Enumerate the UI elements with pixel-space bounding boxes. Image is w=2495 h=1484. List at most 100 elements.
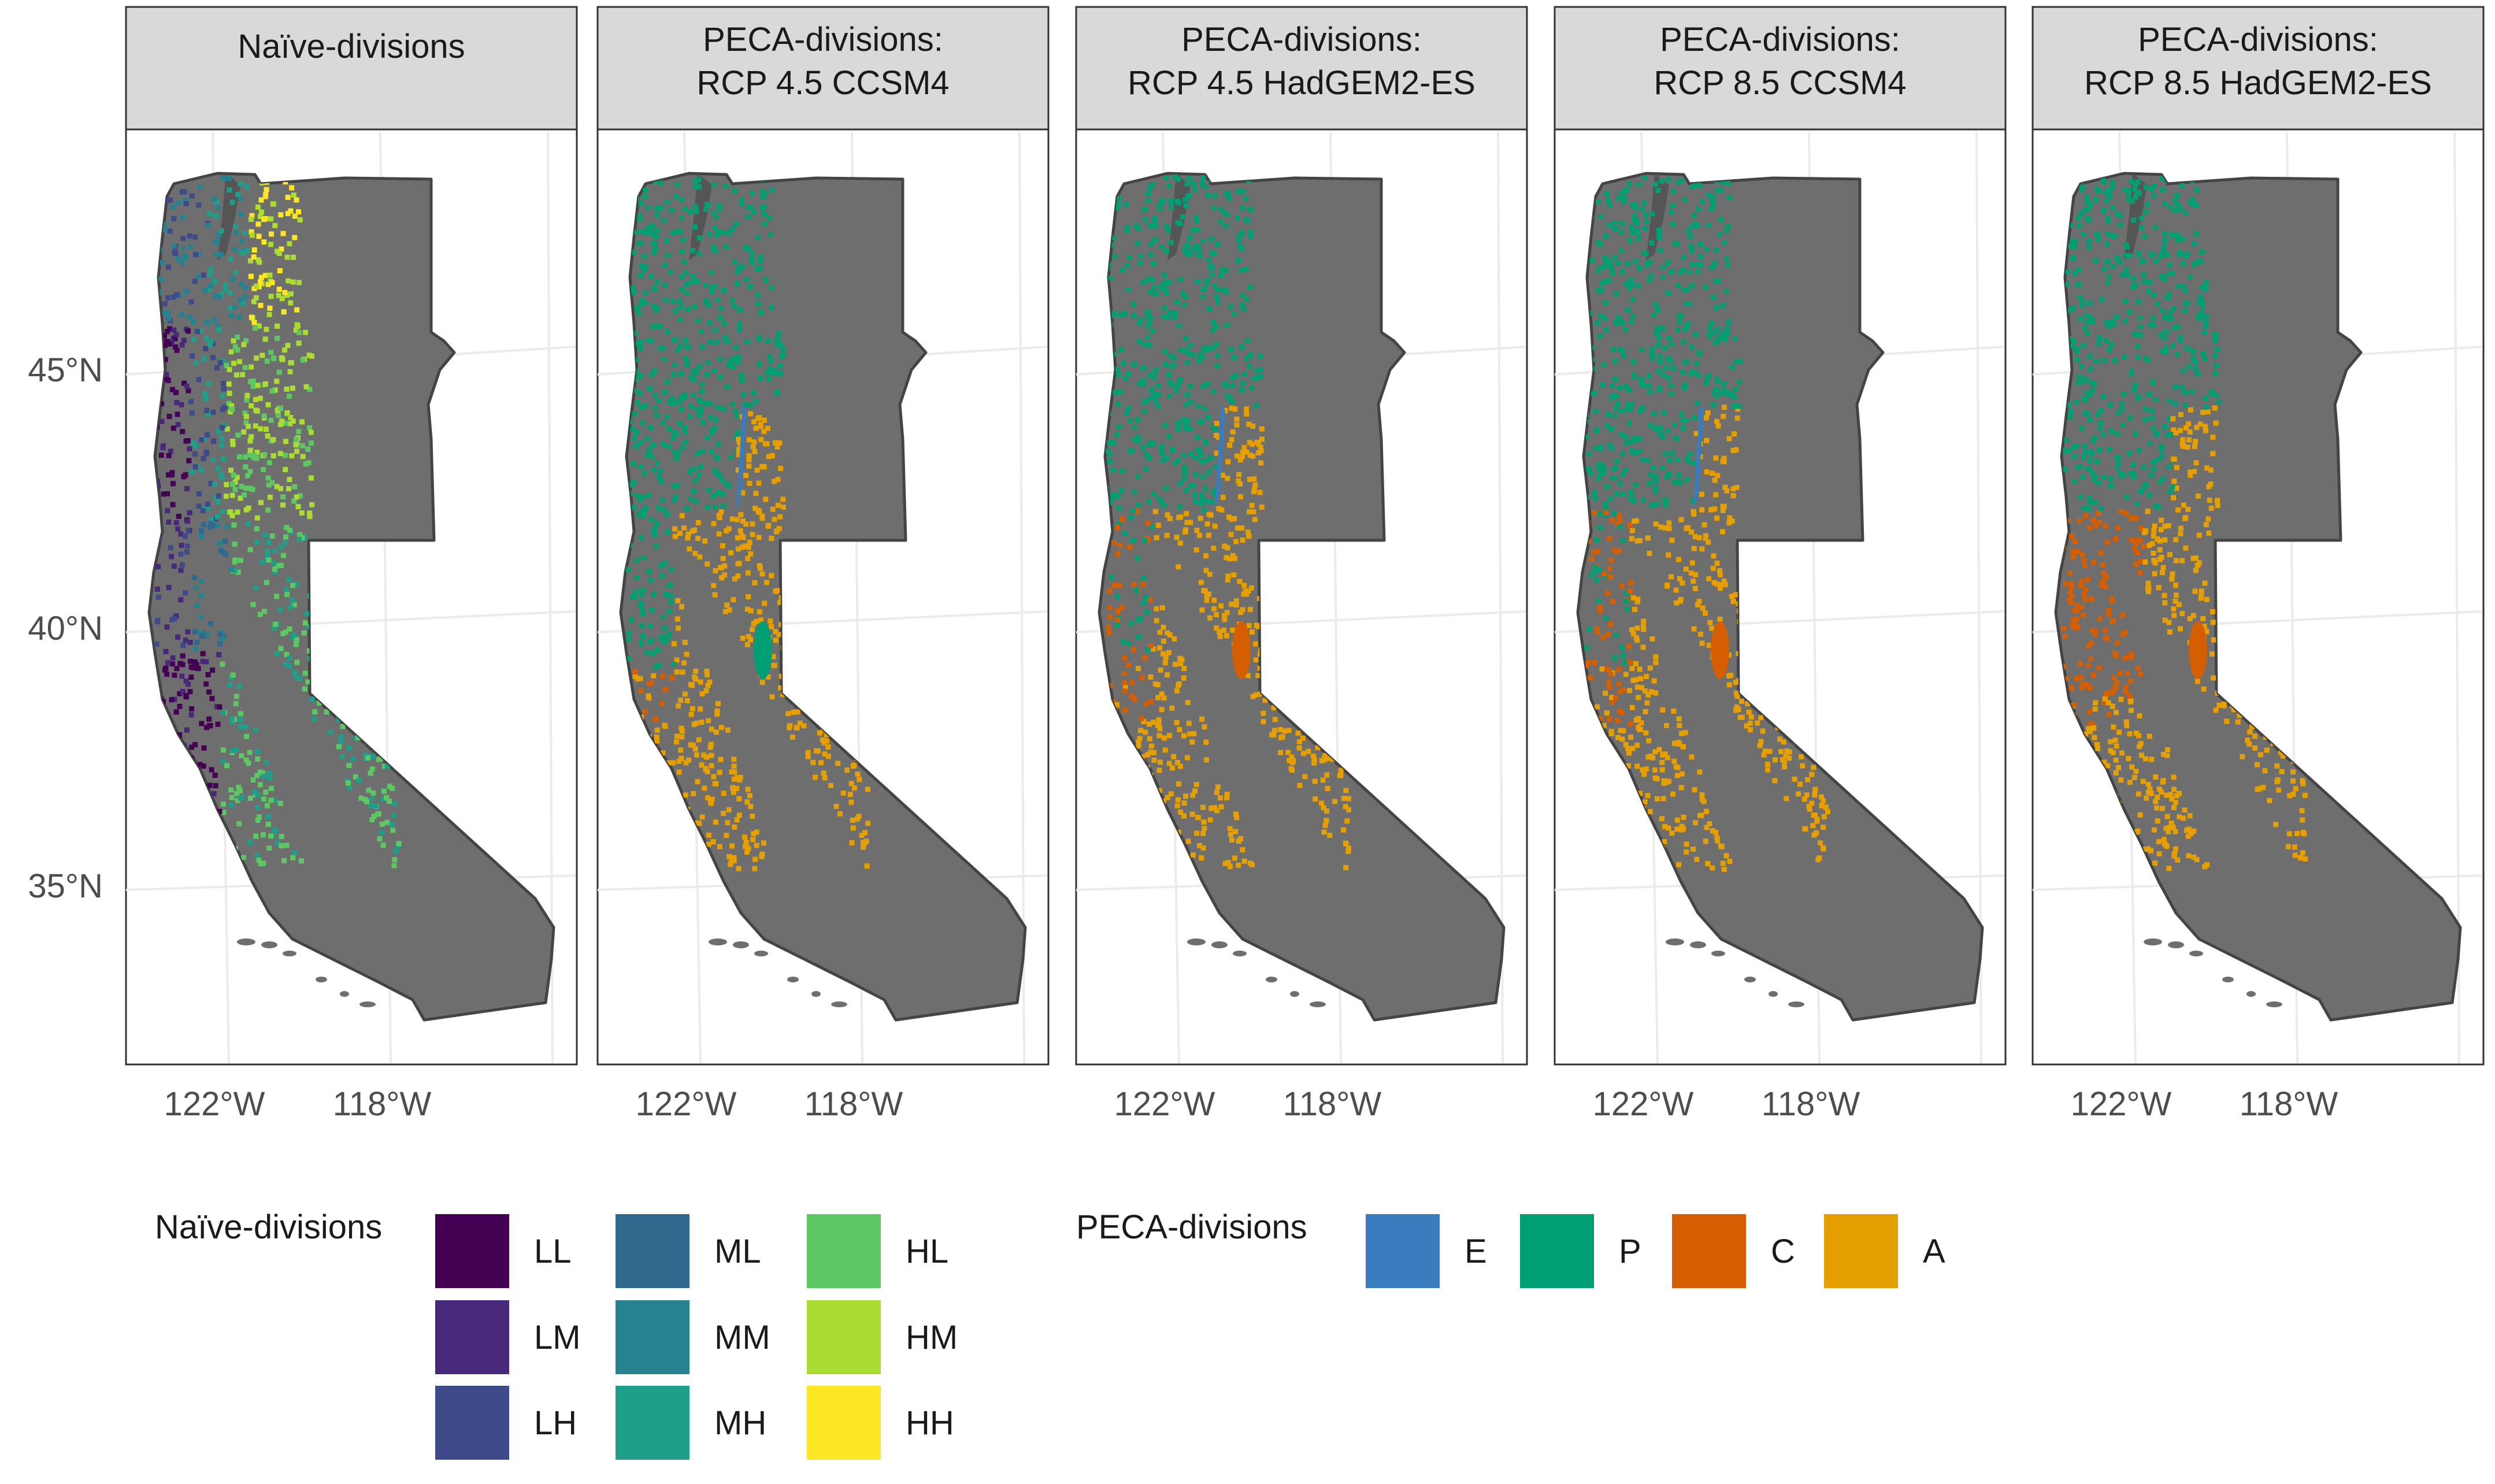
naive-legend-label: HH [906,1404,954,1442]
naive-legend-swatch [803,1382,884,1463]
channel-island [283,951,296,956]
naive-legend-label: HM [906,1319,958,1356]
peca-legend-title: PECA-divisions [1076,1208,1307,1246]
naive-legend-label: LM [534,1319,581,1356]
facet-strip-label: Naïve-divisions [238,28,465,65]
channel-island [754,951,768,956]
lake-tahoe-region [1711,621,1729,679]
x-tick-label: 118°W [1762,1085,1860,1123]
e-division-strip [736,405,747,509]
facet-strip-label: PECA-divisions: [1660,21,1900,58]
facet-strip-label: PECA-divisions: [2138,21,2378,58]
x-tick-label: 122°W [2071,1085,2172,1123]
channel-island [2266,1001,2282,1007]
facet-strip-label: RCP 8.5 CCSM4 [1654,64,1906,102]
naive-legend: Naïve-divisions LL LM LH ML MM MH HL HM HH [155,1208,958,1463]
facet-rcp45_ccsm4: PECA-divisions: RCP 4.5 CCSM4 122°W 118°W [596,6,1050,1123]
peca-legend-swatch [1669,1211,1749,1292]
channel-island [1310,1001,1326,1007]
y-tick-label: 40°N [28,610,103,647]
facet-strip-label: PECA-divisions: [1181,21,1422,58]
x-tick-label: 122°W [1593,1085,1694,1123]
naive-legend-label: MH [714,1404,766,1442]
facet-naive: Naïve-divisions 122°W 118°W [125,6,578,1123]
channel-island [831,1001,847,1007]
channel-island [787,977,799,982]
y-tick-label: 45°N [28,351,103,389]
channel-island [709,938,727,945]
channel-island [2222,977,2234,982]
peca-legend-swatch [1362,1211,1443,1292]
peca-legend-swatch [1821,1211,1901,1292]
channel-island [1266,977,1277,982]
x-tick-label: 118°W [2240,1085,2338,1123]
naive-legend-label: LH [534,1404,577,1442]
lake-tahoe-region [754,621,772,679]
channel-island [2144,938,2162,945]
x-tick-label: 118°W [805,1085,903,1123]
naive-legend-swatch [612,1297,693,1378]
facet-map: 122°W 118°W [1076,131,1526,1123]
puget-sound [217,173,240,260]
state-outline [1576,172,1984,1022]
x-tick-label: 118°W [333,1085,432,1123]
naive-legend-keys: LL LM LH ML MM MH HL HM HH [432,1211,958,1463]
facet-rcp45_hadgem: PECA-divisions: RCP 4.5 HadGEM2-ES 122°W 11… [1075,6,1528,1123]
naive-legend-label: LL [534,1233,572,1270]
facet-rcp85_hadgem: PECA-divisions: RCP 8.5 HadGEM2-ES 122°W 11… [2031,6,2485,1123]
naive-legend-label: HL [906,1233,948,1270]
facet-strip [596,6,1050,131]
x-tick-label: 118°W [1283,1085,1382,1123]
puget-sound [689,173,712,260]
naive-legend-swatch [612,1211,693,1292]
channel-island [1290,991,1299,997]
channel-island [1788,1001,1804,1007]
peca-legend-label: C [1771,1233,1795,1270]
channel-island [1744,977,1756,982]
facet-map: 122°W 118°W [125,131,576,1123]
peca-legend-label: P [1619,1233,1641,1270]
y-tick-label: 35°N [28,867,103,905]
facet-strip-label: RCP 8.5 HadGEM2-ES [2084,64,2432,102]
lake-tahoe-region [2189,621,2207,679]
channel-island [237,938,255,945]
naive-legend-swatch [432,1382,513,1463]
channel-island [340,991,349,997]
naive-legend-swatch [432,1297,513,1378]
peca-legend-label: E [1465,1233,1487,1270]
state-outline [619,172,1027,1022]
state-outline [147,172,555,1022]
facet-strip-label: RCP 4.5 HadGEM2-ES [1128,64,1476,102]
x-tick-label: 122°W [164,1085,265,1123]
facet-strip-label: RCP 4.5 CCSM4 [696,64,949,102]
naive-legend-label: MM [714,1319,770,1356]
y-axis: 45°N 40°N 35°N [28,351,103,905]
puget-sound [1646,173,1669,260]
channel-island [1711,951,1725,956]
e-division-strip [1693,405,1704,509]
naive-legend-label: ML [714,1233,761,1270]
channel-island [359,1001,376,1007]
x-tick-label: 122°W [636,1085,737,1123]
channel-island [2168,941,2184,948]
channel-island [733,941,749,948]
facet-strip [125,6,578,131]
channel-island [1187,938,1206,945]
channel-island [1233,951,1247,956]
channel-island [2189,951,2203,956]
naive-legend-swatch [612,1382,693,1463]
naive-legend-swatch [432,1211,513,1292]
channel-island [811,991,821,997]
channel-island [1211,941,1228,948]
channel-island [261,941,277,948]
facet-strip [1075,6,1528,131]
facet-rcp85_ccsm4: PECA-divisions: RCP 8.5 CCSM4 122°W 118°W [1554,6,2007,1123]
peca-legend-swatch [1517,1211,1597,1292]
channel-island [1666,938,1684,945]
lake-tahoe-region [1232,621,1251,679]
channel-island [1769,991,1778,997]
naive-legend-swatch [803,1297,884,1378]
